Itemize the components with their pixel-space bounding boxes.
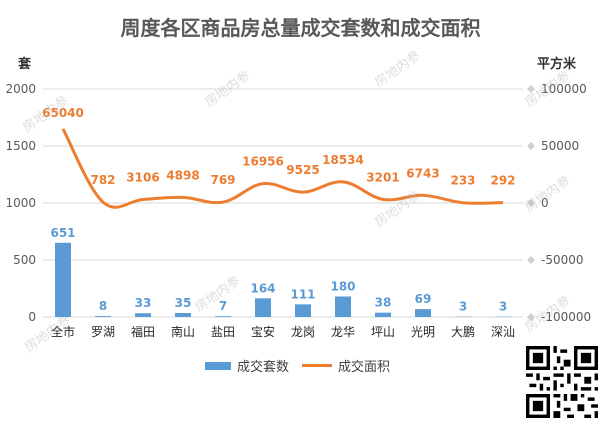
legend-item-bar[interactable]: 成交套数 [205, 356, 289, 375]
line-data-label: 18534 [322, 153, 364, 167]
bar-data-label: 3 [499, 300, 507, 314]
category-label: 坪山 [371, 325, 395, 339]
category-label: 大鹏 [451, 325, 475, 339]
line-data-label: 65040 [42, 106, 84, 120]
line-data-label: 233 [450, 174, 475, 188]
right-tick-label: 50000 [541, 139, 579, 153]
bar-data-label: 651 [50, 226, 75, 240]
bar [175, 313, 191, 317]
bar-data-label: 164 [250, 281, 275, 295]
left-axis-unit: 套 [18, 57, 32, 72]
line-data-label: 9525 [286, 163, 319, 177]
right-axis-marker [527, 85, 535, 93]
right-axis-marker [527, 256, 535, 264]
line-data-label: 6743 [406, 166, 439, 180]
bar [255, 298, 271, 317]
legend-bar-label: 成交套数 [237, 360, 290, 375]
bar-data-label: 8 [99, 299, 107, 313]
legend-line-swatch [302, 364, 332, 367]
bar [295, 304, 311, 317]
line-data-label: 3201 [366, 170, 399, 184]
left-tick-label: 2000 [5, 82, 36, 96]
right-axis-marker [527, 199, 535, 207]
category-label: 盐田 [211, 325, 235, 339]
bar [95, 316, 111, 317]
right-axis-unit: 平方米 [537, 57, 577, 72]
bar-data-label: 180 [330, 279, 355, 293]
bar [375, 312, 391, 317]
right-tick-label: 0 [541, 196, 549, 210]
bar [55, 242, 71, 317]
line-data-label: 782 [90, 173, 115, 187]
bar-data-label: 69 [415, 292, 432, 306]
category-label: 深汕 [491, 325, 515, 339]
right-tick-label: -50000 [541, 253, 584, 267]
bar-data-label: 35 [175, 296, 192, 310]
left-axis-ticks: 0 500 1000 1500 2000 [5, 82, 36, 324]
bar-series [55, 242, 511, 317]
category-label: 龙华 [331, 325, 355, 339]
legend-line-label: 成交面积 [338, 360, 391, 375]
category-label: 全市 [51, 324, 75, 339]
bar-data-label: 33 [135, 296, 152, 310]
legend-item-line[interactable]: 成交面积 [302, 356, 390, 375]
line-series [61, 128, 504, 209]
grid-lines [43, 85, 535, 321]
bar-data-label: 38 [375, 296, 392, 310]
category-label: 光明 [411, 325, 435, 339]
line-data-label: 3106 [126, 170, 159, 184]
right-axis-marker [527, 142, 535, 150]
line-data-label: 292 [490, 174, 515, 188]
bar [415, 309, 431, 317]
category-label: 罗湖 [91, 324, 115, 339]
legend: 成交套数 成交面积 [0, 356, 601, 375]
category-label: 宝安 [251, 324, 275, 339]
left-tick-label: 1500 [5, 139, 36, 153]
left-tick-label: 500 [13, 253, 36, 267]
chart-title: 周度各区商品房总量成交套数和成交面积 [120, 16, 481, 40]
bar-data-label: 7 [219, 299, 227, 313]
category-label: 福田 [131, 324, 155, 339]
line-data-label: 16956 [242, 155, 284, 169]
category-label: 南山 [171, 324, 195, 339]
qr-code-image [526, 346, 598, 418]
right-axis-ticks: -100000 -50000 0 50000 100000 [541, 82, 591, 324]
right-tick-label: -100000 [541, 310, 591, 324]
line-data-label: 4898 [166, 168, 199, 182]
legend-bar-swatch [205, 361, 231, 370]
category-axis-labels: 全市 罗湖 福田 南山 盐田 宝安 龙岗 龙华 坪山 光明 大鹏 深汕 [51, 324, 515, 339]
bar-data-label: 3 [459, 300, 467, 314]
bar [215, 316, 231, 317]
right-axis-marker [527, 313, 535, 321]
line-data-label: 769 [210, 173, 235, 187]
line-path [61, 128, 504, 209]
bar [335, 296, 351, 317]
bar-data-label: 111 [290, 287, 315, 301]
left-tick-label: 0 [28, 310, 36, 324]
category-label: 龙岗 [291, 325, 315, 339]
bar [135, 313, 151, 317]
right-tick-label: 100000 [541, 82, 587, 96]
left-tick-label: 1000 [5, 196, 36, 210]
